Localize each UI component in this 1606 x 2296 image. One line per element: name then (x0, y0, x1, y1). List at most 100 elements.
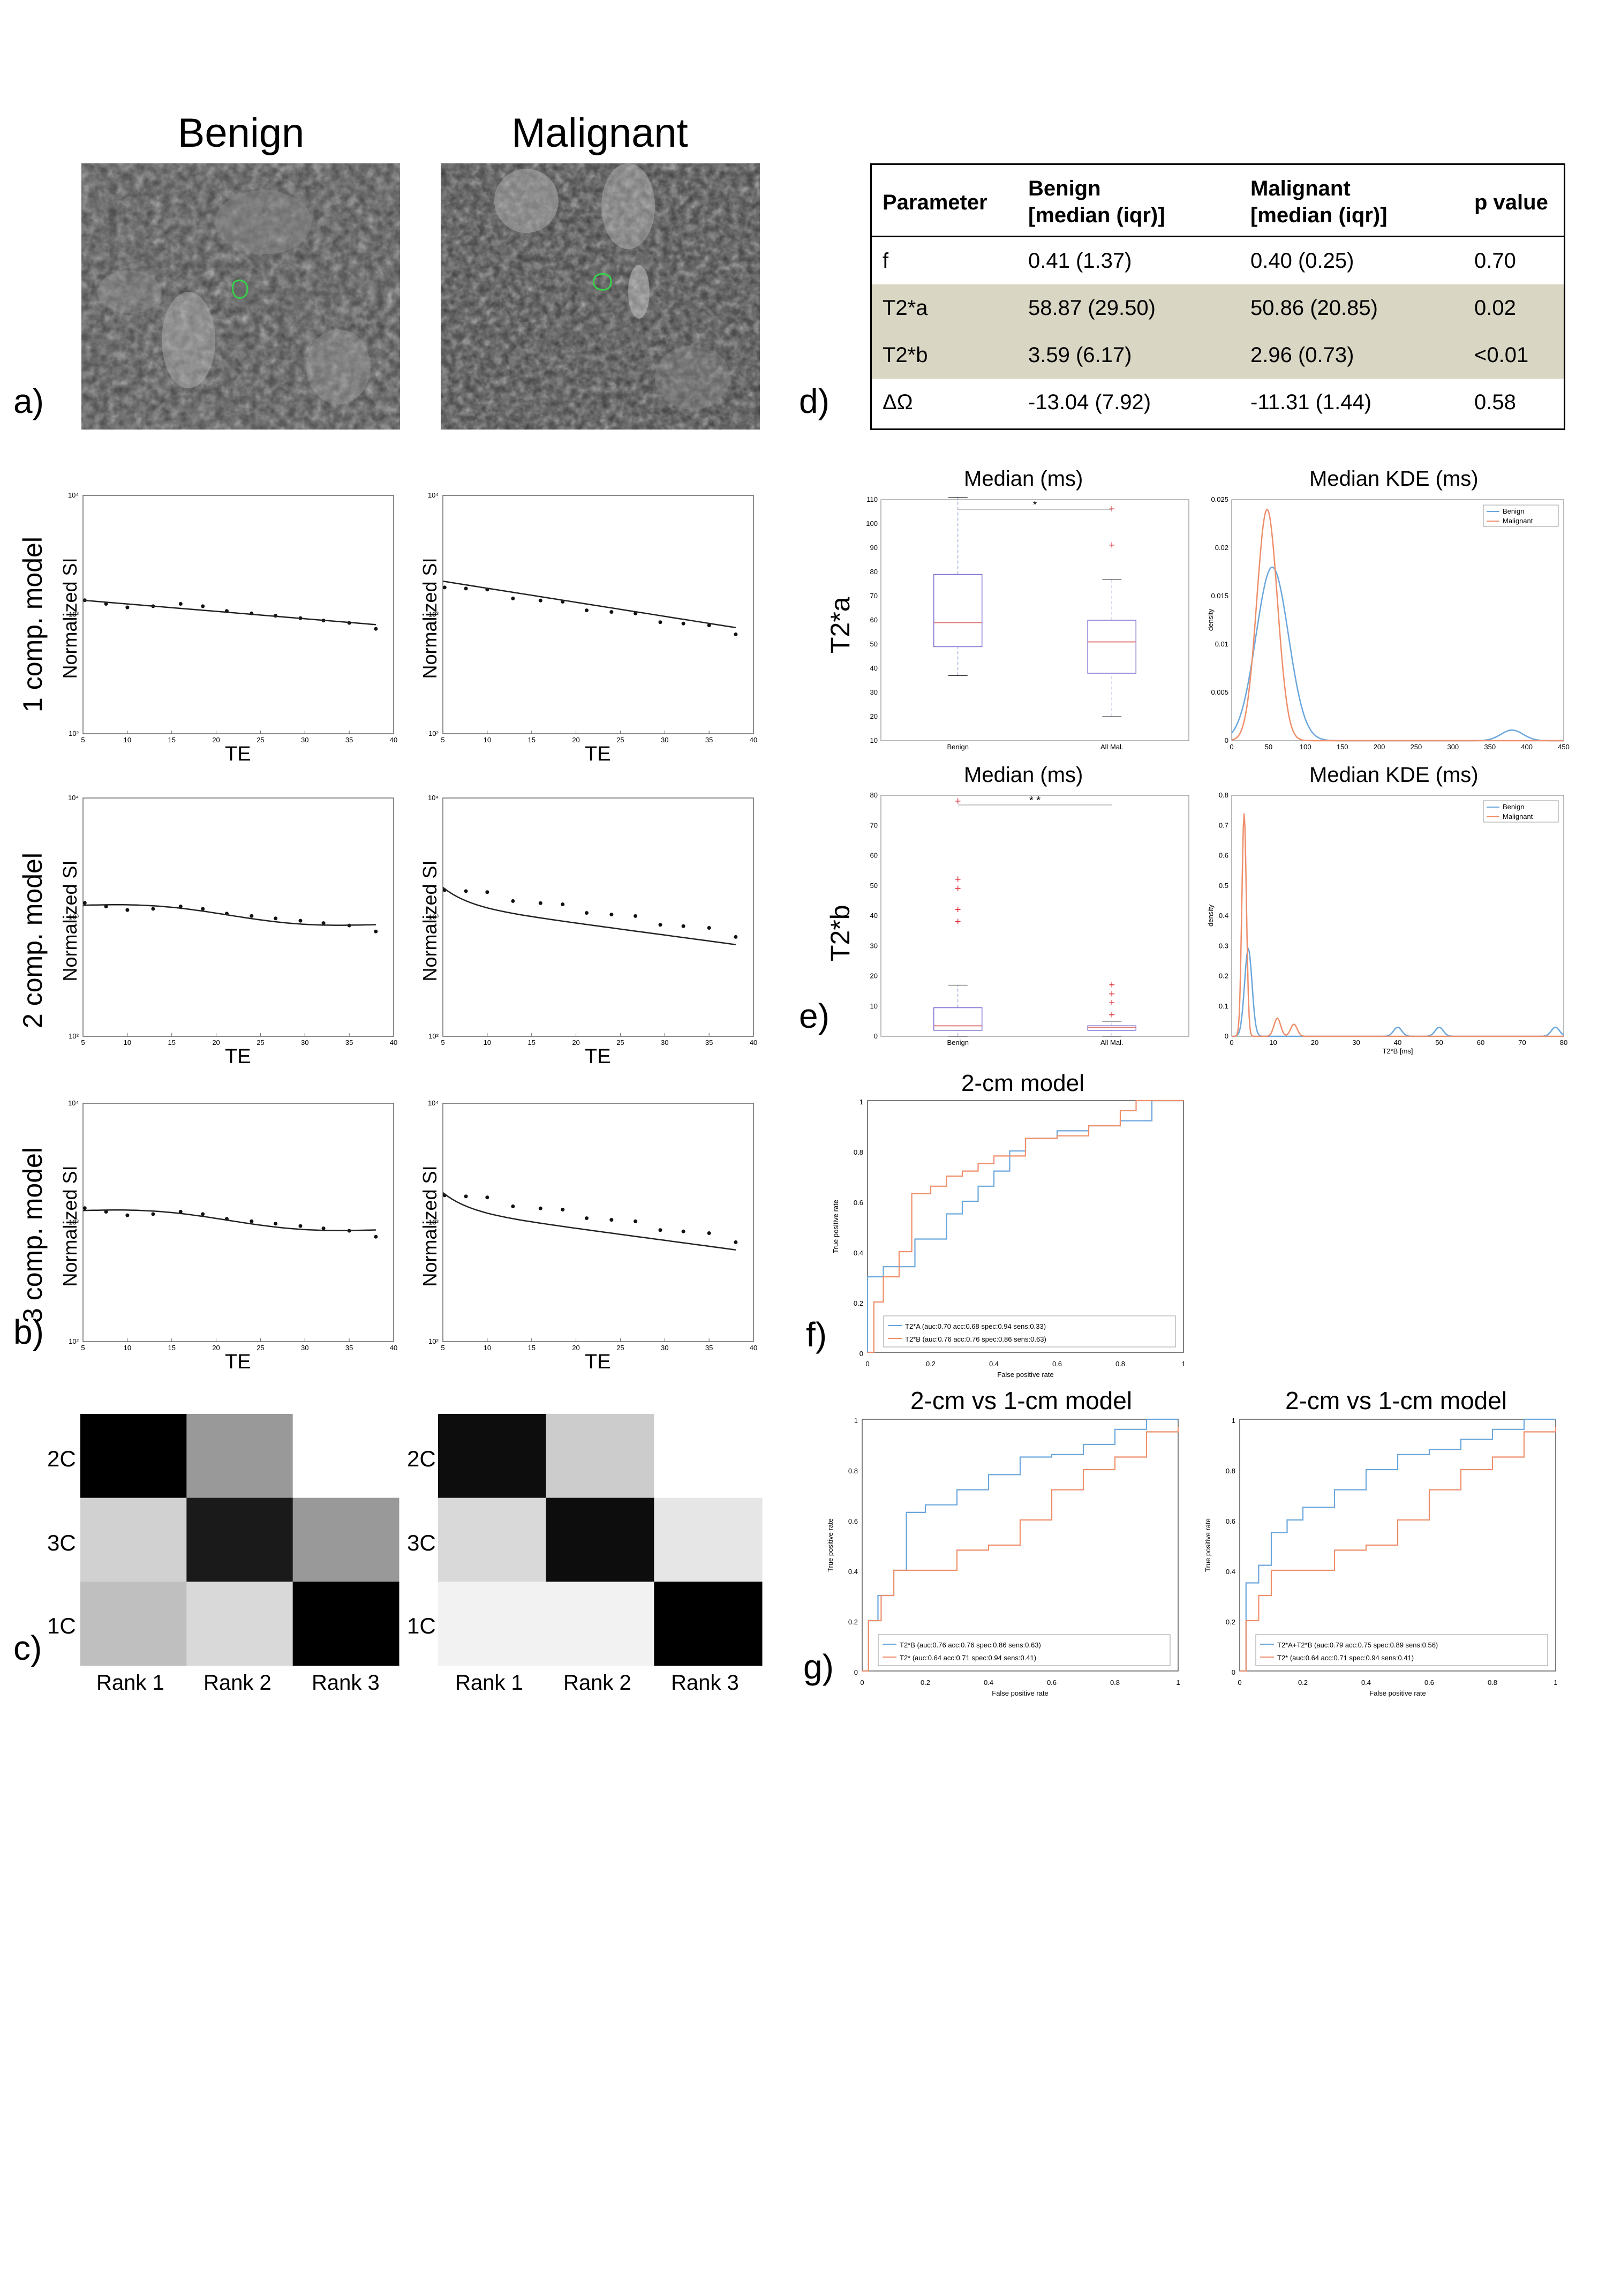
x-tick-label: All Mal. (1100, 743, 1124, 751)
rank-heatmap-left (80, 1414, 399, 1666)
x-tick-label: 40 (750, 1038, 757, 1047)
panel-letter-c: c) (13, 1629, 42, 1667)
roc-title-g-right: 2-cm vs 1-cm model (1285, 1387, 1507, 1414)
roi-outline (592, 273, 612, 291)
x-tick-label: 5 (81, 1038, 85, 1047)
roc-plot-f: 00 0.2 0.2 0.4 0.4 0.6 0.6 0.8 0.8 1 1 False positi… (832, 1098, 1186, 1379)
data-point (609, 913, 614, 917)
x-axis-label: False positive rate (992, 1689, 1049, 1697)
y-tick-label: 1 (1232, 1417, 1235, 1425)
legend-box (1483, 505, 1559, 527)
legend-label: T2* (auc:0.64 acc:0.71 spec:0.94 sens:0.… (1277, 1654, 1414, 1662)
x-tick-label: 15 (527, 736, 535, 744)
x-tick-label: 0.2 (921, 1678, 930, 1687)
heat-cell (546, 1497, 654, 1582)
heat-cell (292, 1582, 399, 1666)
y-tick-label: 0 (859, 1350, 863, 1358)
y-tick-label: 70 (870, 821, 878, 829)
x-tick-label: 5 (441, 1344, 444, 1352)
data-point (707, 926, 711, 930)
x-tick-label: 0.8 (1110, 1678, 1120, 1687)
x-tick-label: 40 (750, 1344, 757, 1352)
x-tick-label: 80 (1560, 1038, 1567, 1047)
panel-letter-f: f) (806, 1315, 827, 1354)
data-point (250, 914, 254, 918)
cell-benign: -13.04 (7.92) (1028, 390, 1151, 414)
y-axis-label: Normalized SI (419, 1165, 441, 1286)
x-tick-label: 20 (572, 1038, 579, 1047)
data-point (634, 914, 638, 918)
legend-box (1255, 1634, 1548, 1666)
data-point (681, 621, 685, 626)
data-point (511, 596, 515, 600)
data-point (538, 901, 542, 905)
y-tick-label: 30 (870, 688, 878, 696)
significance-marker: * * (1029, 795, 1040, 807)
y-tick-label: 0.3 (1219, 942, 1228, 950)
heat-col-label-right: Rank 2 (563, 1671, 631, 1695)
legend-label: T2*A (auc:0.70 acc:0.68 spec:0.94 sens:0… (905, 1322, 1046, 1330)
fit-curve (442, 886, 736, 945)
y-tick-label: 0.6 (1219, 852, 1228, 860)
x-tick-label: 50 (1435, 1038, 1443, 1047)
y-tick-label: 90 (870, 544, 878, 552)
data-point (734, 1240, 738, 1244)
y-tick-label: 80 (870, 568, 878, 576)
data-point (151, 1212, 155, 1216)
roc-curve (1240, 1418, 1556, 1672)
x-tick-label: 10 (484, 1344, 491, 1352)
data-point (374, 1234, 378, 1239)
x-axis-label: T2*B [ms] (1382, 1047, 1413, 1055)
heat-cell (186, 1582, 293, 1666)
table-row: T2*a 58.87 (29.50) 50.86 (20.85) 0.02 (872, 284, 1564, 332)
x-tick-label: 15 (168, 736, 175, 744)
y-tick-label: 0.7 (1219, 821, 1228, 829)
cell-malignant: 2.96 (0.73) (1250, 343, 1354, 367)
x-tick-label: 0 (1230, 743, 1233, 751)
x-tick-label: 60 (1477, 1038, 1484, 1047)
data-point (125, 908, 130, 912)
x-axis-label: False positive rate (997, 1371, 1054, 1379)
x-tick-label: 25 (257, 1344, 264, 1352)
outlier: + (955, 874, 961, 886)
x-tick-label: 10 (124, 1038, 131, 1047)
data-point (250, 1219, 254, 1223)
heat-col-label-right: Rank 1 (455, 1671, 523, 1695)
y-tick-label: 10 (870, 736, 878, 744)
y-axis-label: Normalized SI (59, 1165, 81, 1286)
x-tick-label: 450 (1558, 743, 1570, 751)
box (933, 574, 983, 648)
outlier: + (955, 883, 961, 894)
x-tick-label: 10 (124, 1344, 131, 1352)
data-point (321, 921, 326, 925)
x-tick-label: All Mal. (1100, 1038, 1124, 1047)
x-tick-label: 350 (1484, 743, 1496, 751)
cell-param: T2*b (883, 343, 928, 367)
cell-p: 0.70 (1474, 249, 1516, 273)
cell-benign: 3.59 (6.17) (1028, 343, 1132, 367)
header-malignant: Malignant (511, 110, 688, 156)
x-tick-label: 40 (390, 1344, 397, 1352)
x-tick-label: 0.2 (1298, 1678, 1308, 1687)
x-tick-label: 20 (572, 736, 579, 744)
x-tick-label: 25 (257, 1038, 264, 1047)
data-point (584, 911, 589, 915)
mri-malignant-svg (441, 163, 760, 430)
data-point (82, 901, 87, 905)
x-tick-label: 10 (1269, 1038, 1277, 1047)
heat-row-label-right: 1C (407, 1613, 436, 1638)
cell-malignant: 50.86 (20.85) (1250, 296, 1378, 320)
signal-plot-malignant-1comp: 5 10 15 20 25 30 35 40 10² 10³ 10⁴ TE Normalized SI (419, 491, 757, 765)
heat-cell (292, 1497, 399, 1582)
y-tick-label: 30 (870, 942, 878, 950)
plot-frame (442, 797, 754, 1037)
y-tick-label: 10⁴ (68, 491, 79, 499)
x-tick-label: 15 (527, 1038, 535, 1047)
y-tick-label: 10³ (69, 611, 79, 619)
x-tick-label: 10 (484, 1038, 491, 1047)
y-tick-label: 20 (870, 972, 878, 980)
data-point (584, 608, 589, 613)
x-tick-label: 20 (572, 1344, 579, 1352)
x-tick-label: 250 (1411, 743, 1422, 751)
heat-cell (438, 1414, 547, 1499)
